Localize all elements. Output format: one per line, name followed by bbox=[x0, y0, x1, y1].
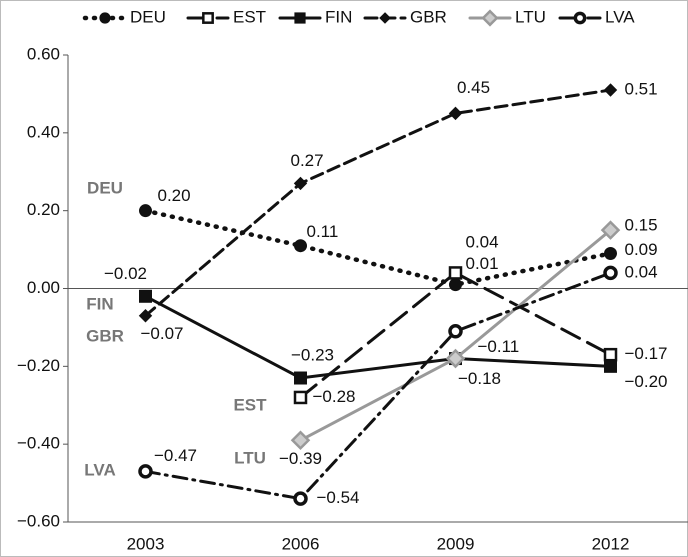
series-line bbox=[144, 271, 612, 501]
data-label: −0.11 bbox=[478, 337, 520, 356]
data-label: 0.15 bbox=[625, 216, 658, 235]
data-label: 0.04 bbox=[625, 262, 658, 281]
series-annotation: LTU bbox=[234, 448, 266, 467]
legend-label: DEU bbox=[130, 7, 166, 26]
series-annotation: GBR bbox=[86, 326, 124, 345]
marker bbox=[448, 266, 463, 280]
legend-label: FIN bbox=[325, 7, 352, 26]
data-label: −0.17 bbox=[625, 344, 668, 363]
marker bbox=[604, 246, 617, 260]
marker bbox=[294, 371, 307, 385]
series-line bbox=[144, 88, 612, 318]
marker bbox=[603, 347, 618, 362]
series-annotation: FIN bbox=[86, 294, 113, 313]
marker bbox=[202, 12, 214, 24]
legend-label: LTU bbox=[515, 7, 546, 26]
legend-label: LVA bbox=[605, 7, 635, 26]
data-label: −0.18 bbox=[458, 369, 501, 388]
x-tick-label: 2009 bbox=[437, 534, 475, 553]
data-label: −0.28 bbox=[313, 387, 356, 406]
marker bbox=[139, 204, 152, 218]
data-label: −0.54 bbox=[317, 488, 360, 507]
series-line bbox=[299, 271, 612, 399]
marker bbox=[139, 289, 152, 303]
marker bbox=[604, 359, 617, 373]
data-label: −0.02 bbox=[104, 264, 147, 283]
x-tick-label: 2003 bbox=[127, 534, 165, 553]
series bbox=[139, 204, 617, 292]
y-tick-label: 0.20 bbox=[27, 200, 60, 219]
marker bbox=[603, 83, 618, 97]
marker bbox=[138, 464, 153, 479]
marker bbox=[573, 11, 587, 25]
marker bbox=[293, 491, 308, 506]
series-annotation: EST bbox=[233, 395, 267, 414]
y-tick-label: −0.60 bbox=[17, 511, 60, 530]
x-tick-label: 2012 bbox=[592, 534, 630, 553]
y-tick-label: 0.60 bbox=[27, 44, 60, 63]
legend-label: EST bbox=[233, 7, 266, 26]
x-tick-label: 2006 bbox=[282, 534, 320, 553]
y-tick-label: 0.00 bbox=[27, 278, 60, 297]
marker bbox=[138, 309, 153, 323]
marker bbox=[448, 106, 463, 121]
marker bbox=[481, 9, 499, 27]
marker bbox=[449, 278, 462, 292]
marker bbox=[293, 390, 308, 405]
data-label: 0.27 bbox=[291, 151, 324, 170]
data-label: 0.09 bbox=[625, 240, 658, 259]
data-label: 0.20 bbox=[158, 186, 191, 205]
series bbox=[290, 220, 621, 451]
data-label: −0.20 bbox=[625, 372, 668, 391]
data-label: −0.47 bbox=[154, 446, 197, 465]
series-annotation: LVA bbox=[84, 460, 115, 479]
data-label: 0.45 bbox=[457, 78, 490, 97]
y-tick-label: −0.20 bbox=[17, 356, 60, 375]
data-label: −0.07 bbox=[141, 324, 184, 343]
series-line bbox=[144, 294, 612, 380]
marker bbox=[445, 348, 466, 369]
y-tick-label: 0.40 bbox=[27, 122, 60, 141]
data-label: 0.51 bbox=[625, 80, 658, 99]
marker bbox=[600, 220, 621, 240]
data-label: −0.39 bbox=[279, 449, 322, 468]
data-label: 0.04 bbox=[466, 232, 499, 251]
marker bbox=[99, 12, 111, 24]
marker bbox=[379, 12, 391, 24]
series-annotation: DEU bbox=[87, 178, 123, 197]
y-tick-label: −0.40 bbox=[17, 434, 60, 453]
marker bbox=[294, 12, 306, 24]
series bbox=[138, 265, 618, 506]
data-label: −0.23 bbox=[291, 345, 334, 364]
legend-label: GBR bbox=[410, 7, 447, 26]
marker bbox=[293, 176, 308, 191]
marker bbox=[290, 430, 311, 451]
series bbox=[138, 83, 618, 323]
marker bbox=[448, 324, 463, 339]
marker bbox=[603, 265, 618, 281]
data-label: 0.11 bbox=[307, 222, 339, 241]
series-line bbox=[143, 208, 613, 287]
data-label: 0.01 bbox=[466, 254, 499, 273]
marker bbox=[294, 239, 307, 253]
